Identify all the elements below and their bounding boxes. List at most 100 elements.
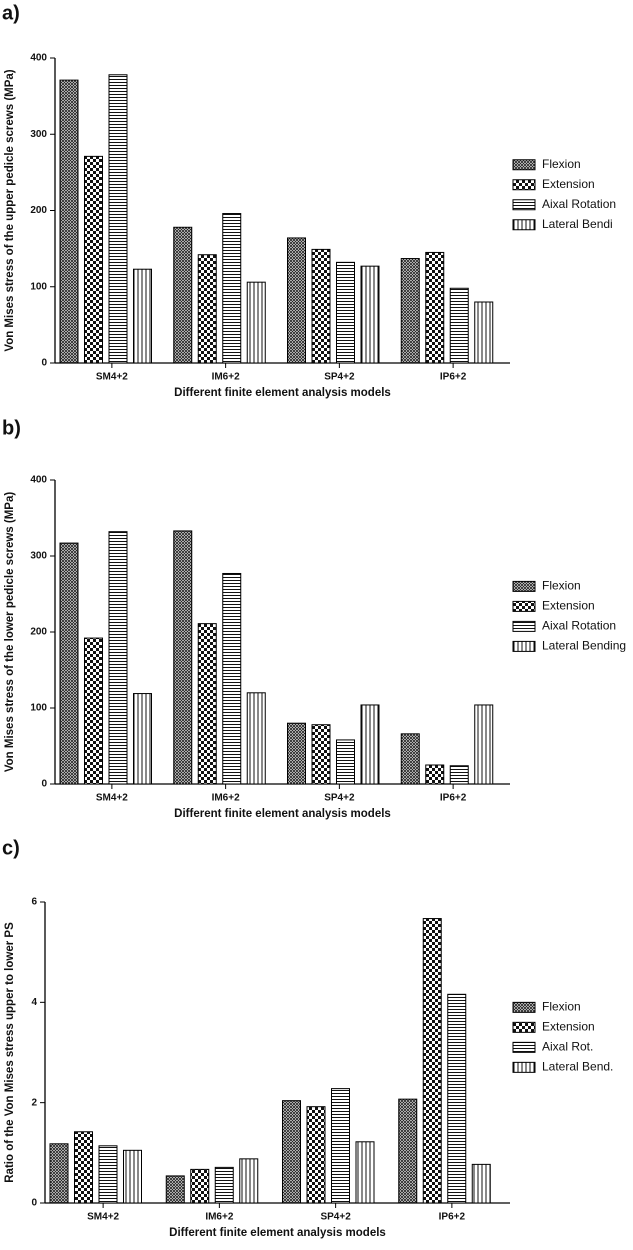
y-tick-label: 400 (30, 53, 47, 64)
panel-label: c) (2, 837, 20, 859)
legend-swatch (512, 1041, 536, 1053)
legend-swatch (512, 199, 536, 211)
bar (84, 637, 103, 785)
bar (282, 1100, 301, 1204)
legend-label: Flexion (542, 1000, 581, 1014)
bar (306, 1106, 326, 1204)
x-tick-label: SP4+2 (324, 793, 355, 804)
x-axis-title: Different finite element analysis models (174, 387, 391, 399)
bar (59, 542, 79, 785)
legend-swatch (512, 600, 536, 612)
bar (165, 1175, 185, 1204)
bar (123, 1149, 142, 1204)
legend-swatch (512, 1001, 536, 1013)
legend-label: Flexion (542, 157, 581, 171)
legend-swatch (512, 1061, 536, 1073)
bar (239, 1158, 259, 1204)
legend-label: Lateral Bending (542, 639, 626, 653)
x-tick-label: SP4+2 (320, 1212, 351, 1223)
y-tick-label: 100 (30, 703, 47, 714)
bar (133, 268, 152, 364)
y-tick-label: 6 (31, 897, 37, 908)
bar (398, 1098, 418, 1204)
panel-label: b) (2, 417, 21, 439)
bar (287, 237, 306, 364)
x-tick-label: SM4+2 (87, 1212, 119, 1223)
bar (246, 692, 266, 785)
y-tick-label: 400 (30, 475, 47, 486)
bar (447, 993, 467, 1204)
y-tick-label: 0 (41, 358, 47, 369)
y-tick-label: 4 (31, 997, 37, 1008)
bar (311, 248, 331, 364)
bar (49, 1143, 69, 1204)
bar (400, 733, 420, 785)
legend-label: Extension (542, 599, 595, 613)
bar (471, 1163, 491, 1204)
bar (108, 74, 128, 364)
bar (355, 1141, 375, 1204)
legend-label: Lateral Bend. (542, 1060, 613, 1074)
x-tick-label: IP6+2 (439, 1212, 466, 1223)
panel-label: a) (2, 2, 20, 24)
bar (360, 704, 380, 785)
y-tick-label: 0 (41, 779, 47, 790)
bar (98, 1145, 118, 1204)
bar (173, 530, 193, 785)
bar (336, 261, 355, 364)
x-tick-label: SM4+2 (96, 372, 128, 383)
legend-label: Aixal Rotation (542, 619, 616, 633)
bar (246, 281, 266, 364)
bar (59, 79, 79, 364)
bar (425, 251, 445, 364)
y-tick-label: 100 (30, 281, 47, 292)
bar (74, 1131, 93, 1204)
bar (287, 722, 306, 785)
y-tick-label: 200 (30, 627, 47, 638)
legend-swatch (512, 159, 536, 171)
legend-swatch (512, 219, 536, 231)
bar (214, 1166, 234, 1204)
bar (360, 265, 380, 364)
bar (84, 155, 103, 364)
bar (197, 254, 217, 364)
bar (190, 1168, 210, 1204)
legend-swatch (512, 179, 536, 191)
legend-label: Aixal Rot. (542, 1040, 593, 1054)
bar (108, 531, 128, 785)
bar (222, 213, 242, 364)
legend-label: Lateral Bendi (542, 217, 613, 231)
legend-label: Flexion (542, 579, 581, 593)
legend-swatch (512, 580, 536, 592)
bar (197, 623, 217, 785)
y-tick-label: 300 (30, 129, 47, 140)
bar (133, 693, 152, 785)
y-tick-label: 0 (31, 1198, 37, 1209)
x-axis-title: Different finite element analysis models (174, 808, 391, 820)
bar (425, 764, 445, 785)
x-tick-label: SP4+2 (324, 372, 355, 383)
y-tick-label: 2 (31, 1097, 37, 1108)
x-tick-label: IM6+2 (212, 372, 241, 383)
bar (474, 301, 494, 364)
legend-label: Extension (542, 1020, 595, 1034)
y-axis-title: Von Mises stress of the lower pedicle sc… (4, 492, 16, 773)
x-tick-label: IP6+2 (440, 372, 467, 383)
x-tick-label: IP6+2 (440, 793, 467, 804)
bar (449, 765, 469, 785)
legend-label: Aixal Rotation (542, 197, 616, 211)
bar (336, 739, 355, 785)
bar (422, 918, 442, 1204)
legend-swatch (512, 1021, 536, 1033)
x-tick-label: IM6+2 (205, 1212, 234, 1223)
bar (474, 704, 494, 785)
bar (173, 226, 193, 364)
y-tick-label: 200 (30, 205, 47, 216)
y-axis-title: Ratio of the Von Mises stress upper to l… (4, 922, 16, 1183)
y-tick-label: 300 (30, 551, 47, 562)
bar (331, 1088, 350, 1204)
legend-swatch (512, 620, 536, 632)
x-axis-title: Different finite element analysis models (169, 1227, 386, 1239)
bar (400, 258, 420, 364)
